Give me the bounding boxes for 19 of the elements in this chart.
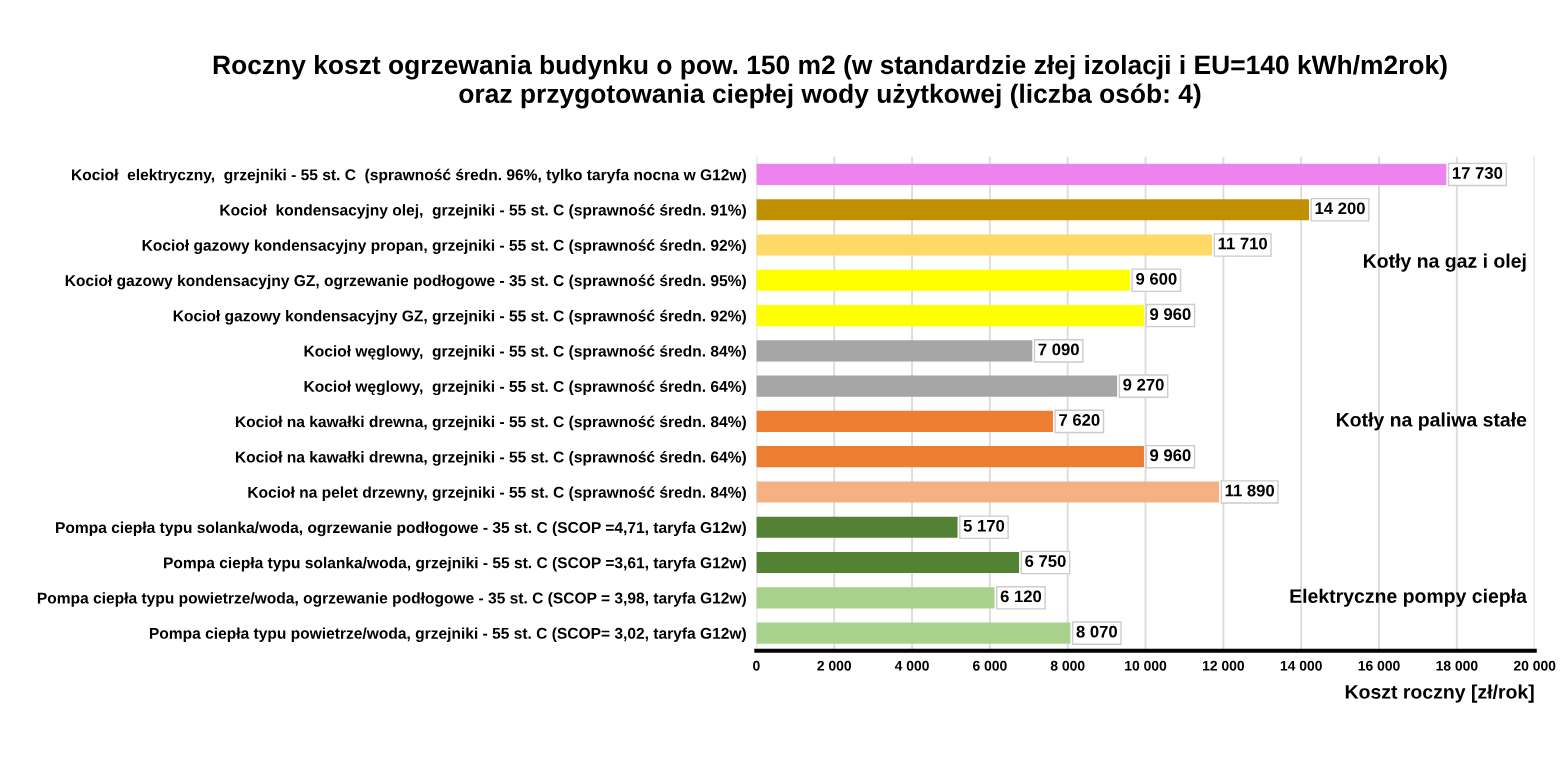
data-label: 7 620: [1059, 414, 1100, 426]
data-label: 14 200: [1315, 202, 1365, 215]
annotation: Kotły na paliwa stałe: [1336, 412, 1527, 431]
data-label: 9 960: [1150, 449, 1191, 462]
data-label: 9 960: [1150, 308, 1191, 321]
x-axis-title: Koszt roczny [zł/rok]: [1345, 684, 1534, 703]
data-label: 11 890: [1225, 484, 1275, 497]
data-label: 6 120: [1000, 590, 1042, 603]
data-label: 17 730: [1452, 167, 1503, 179]
data-label: 9 270: [1123, 378, 1164, 391]
annotation: Elektryczne pompy ciepła: [1290, 588, 1528, 607]
data-label: 11 710: [1218, 237, 1268, 250]
chart-title: Roczny koszt ogrzewania budynku o pow. 150 m2 (w standardzie złej izolacji i EU=140 kWh/m2rok) oraz przygotowania ciepłej wody użytkowej (liczba osób: 4): [213, 54, 1447, 109]
data-label: 6 750: [1025, 555, 1066, 567]
annotation: Kotły na gaz i olej: [1363, 253, 1526, 272]
data-label: 9 600: [1136, 272, 1177, 285]
data-label: 7 090: [1038, 343, 1079, 356]
data-label: 5 170: [963, 519, 1005, 532]
data-label: 8 070: [1076, 625, 1117, 638]
